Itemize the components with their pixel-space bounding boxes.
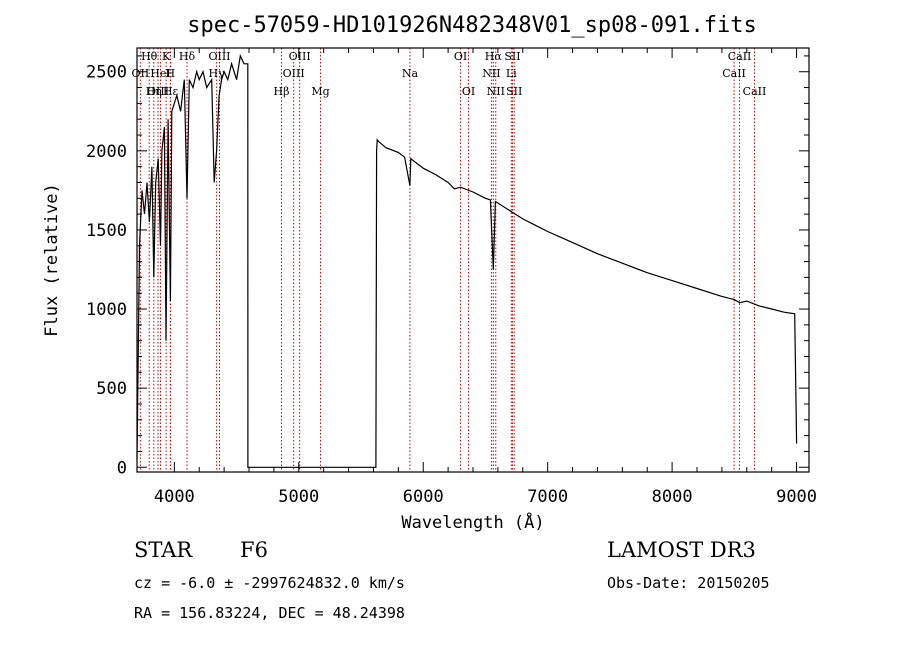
line-label: HeI: [150, 67, 170, 80]
line-label: OIII: [283, 67, 305, 80]
line-label: CaII: [743, 85, 767, 98]
redshift-readout: cz = -6.0 ± -2997624832.0 km/s: [134, 574, 405, 592]
x-tick-label: 9000: [776, 487, 817, 507]
line-label: Na: [402, 67, 419, 80]
line-label: OII: [132, 67, 150, 80]
line-label: Hγ: [209, 67, 226, 80]
y-axis-label: Flux (relative): [42, 183, 62, 337]
y-tick-label: 2000: [86, 142, 127, 162]
line-markers: [139, 48, 755, 472]
line-label: Hα: [485, 50, 503, 63]
x-tick-label: 5000: [278, 487, 319, 507]
line-label: H: [166, 67, 176, 80]
x-tick-label: 4000: [154, 487, 195, 507]
y-axis-ticks: 0 500 1000 1500 2000 2500: [86, 55, 809, 478]
object-class: STAR: [134, 538, 193, 562]
line-label: OI: [462, 85, 475, 98]
chart-title: spec-57059-HD101926N482348V01_sp08-091.f…: [187, 13, 757, 38]
line-label: Mg: [311, 85, 329, 98]
spectrum-chart: spec-57059-HD101926N482348V01_sp08-091.f…: [42, 13, 817, 533]
line-label: NII: [482, 67, 500, 80]
line-label: SII: [504, 50, 520, 63]
line-label: OI: [454, 50, 467, 63]
y-tick-label: 1000: [86, 300, 127, 320]
x-axis-label: Wavelength (Å): [401, 511, 544, 533]
x-tick-label: 8000: [652, 487, 693, 507]
line-label: SII: [506, 85, 522, 98]
line-label: Hβ: [274, 85, 290, 98]
line-label: Hε: [163, 85, 179, 98]
line-label: Hη: [146, 85, 162, 98]
y-tick-label: 2500: [86, 63, 127, 83]
survey-name: LAMOST DR3: [607, 538, 756, 562]
y-tick-label: 500: [96, 379, 127, 399]
line-label: Li: [506, 67, 517, 80]
line-label: K: [162, 50, 171, 63]
x-tick-label: 7000: [527, 487, 568, 507]
line-label: CaII: [722, 67, 746, 80]
y-tick-label: 0: [117, 458, 127, 478]
line-labels: Hθ OII OIII K HeI Hη H Hε Hδ OIII Hγ Hβ OIII OIII Mg Na…: [132, 50, 767, 98]
coordinates: RA = 156.83224, DEC = 48.24398: [134, 604, 405, 622]
line-label: OIII: [208, 50, 230, 63]
line-label: OIII: [289, 50, 311, 63]
spectrum-line: [136, 53, 798, 468]
plot-frame: [136, 47, 810, 473]
x-axis-ticks: 4000 5000 6000 7000 8000 9000: [154, 48, 817, 507]
x-tick-label: 6000: [403, 487, 444, 507]
line-label: CaII: [728, 50, 752, 63]
obs-date: Obs-Date: 20150205: [607, 574, 770, 592]
line-label: Hδ: [179, 50, 196, 63]
line-label: NII: [487, 85, 505, 98]
line-label: Hθ: [141, 50, 158, 63]
line-label: OIII: [147, 85, 169, 98]
y-tick-label: 1500: [86, 221, 127, 241]
subclass: F6: [240, 538, 268, 562]
